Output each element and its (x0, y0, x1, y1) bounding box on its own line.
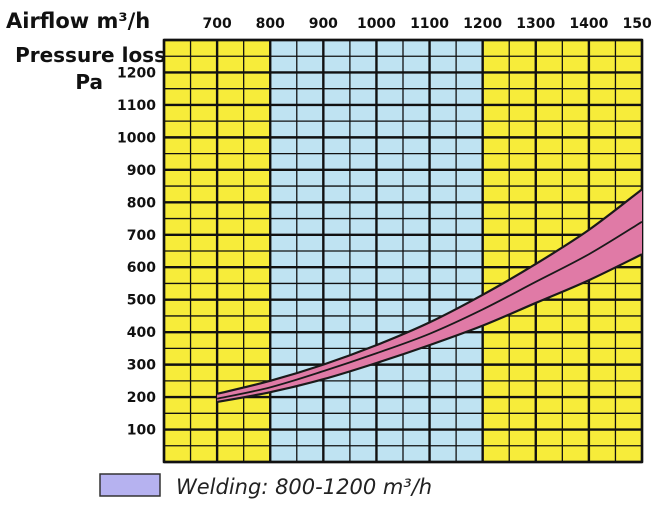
y-tick-label: 700 (127, 228, 156, 244)
lower-curve (216, 253, 643, 404)
y-tick-label: 600 (127, 260, 156, 276)
x-tick-label: 1400 (569, 16, 608, 32)
y-axis-title-line-1: Pressure loss (15, 43, 166, 67)
x-tick-label: 1200 (463, 16, 502, 32)
y-tick-label: 1200 (117, 65, 156, 81)
y-tick-label: 1000 (117, 130, 156, 146)
upper-curve (216, 188, 643, 395)
y-tick-label: 300 (127, 358, 156, 374)
x-tick-label: 1100 (410, 16, 449, 32)
x-axis-title: Airflow m³/h (6, 9, 150, 33)
y-tick-label: 800 (127, 195, 156, 211)
x-tick-label: 800 (256, 16, 285, 32)
x-tick-label: 1300 (516, 16, 555, 32)
middle-curve (216, 221, 643, 400)
x-tick-labels: 700 800 900 1000 1100 1200 1300 1400 1500 (202, 16, 652, 32)
y-tick-labels: 100 200 300 400 500 600 700 800 900 1000 1100 1200 (117, 65, 156, 438)
x-tick-label: 700 (202, 16, 231, 32)
y-tick-label: 400 (127, 325, 156, 341)
y-tick-label: 100 (127, 423, 156, 439)
legend-label: Welding: 800-1200 m³/h (176, 475, 432, 499)
x-tick-label: 1500 (623, 16, 652, 32)
y-tick-label: 200 (127, 390, 156, 406)
legend-swatch (99, 473, 161, 497)
x-tick-label: 900 (309, 16, 338, 32)
y-axis-title-line-2: Pa (75, 70, 103, 94)
y-tick-label: 1100 (117, 98, 156, 114)
y-tick-label: 900 (127, 163, 156, 179)
curves (216, 188, 643, 404)
y-tick-label: 500 (127, 293, 156, 309)
x-tick-label: 1000 (357, 16, 396, 32)
